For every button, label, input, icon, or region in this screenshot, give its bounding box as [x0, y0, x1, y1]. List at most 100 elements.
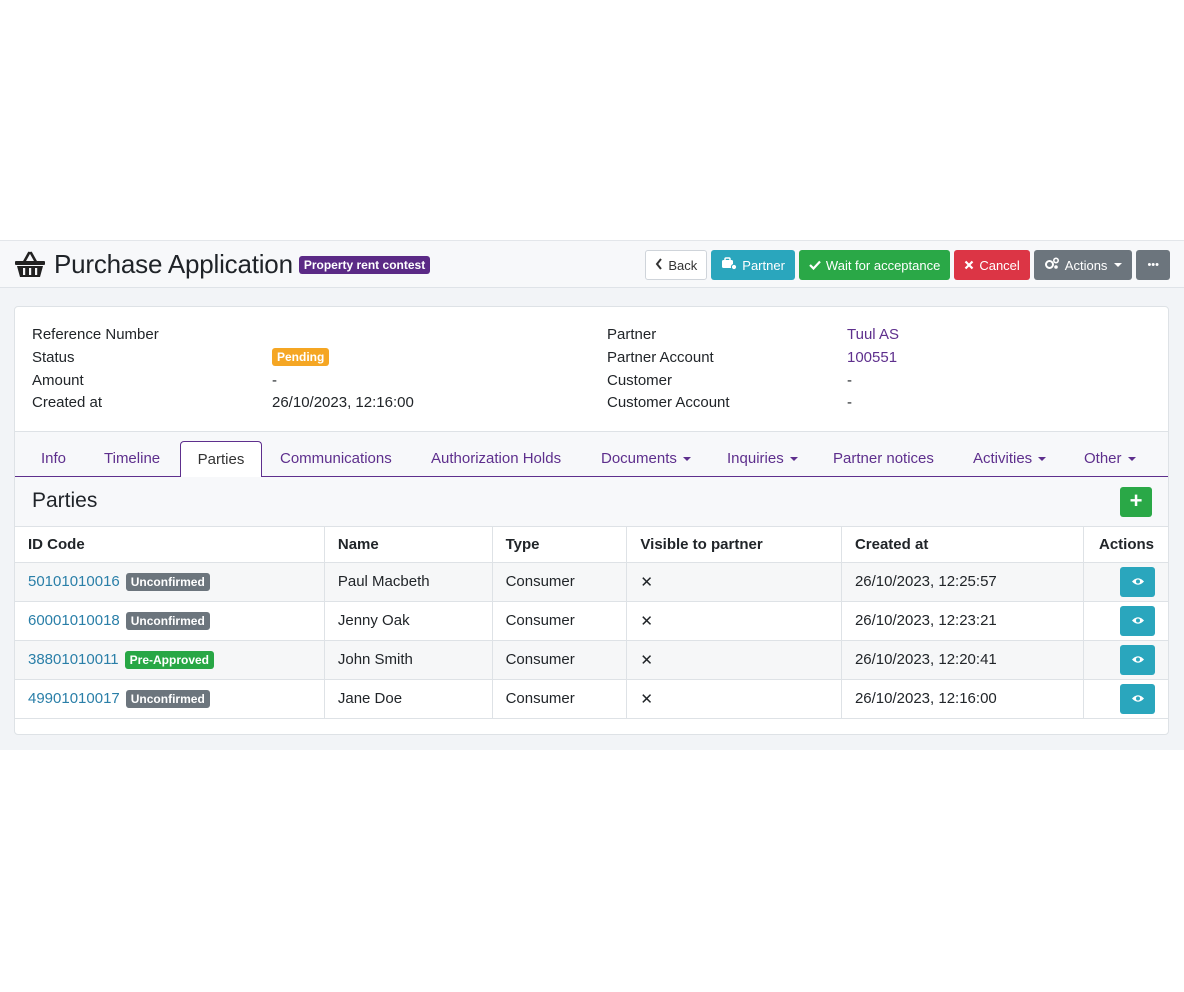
- id-code-link[interactable]: 60001010018: [28, 611, 120, 629]
- actions-cell: [1083, 679, 1168, 719]
- info-summary: Reference Number Status Pending Amount -…: [15, 307, 1168, 431]
- status-badge: Pending: [272, 348, 330, 366]
- id-code-link[interactable]: 50101010016: [28, 572, 120, 590]
- type-cell: Consumer: [492, 562, 628, 602]
- cross-icon: ✕: [640, 651, 653, 669]
- partner-button[interactable]: Partner: [711, 250, 795, 280]
- amount-label: Amount: [32, 372, 84, 389]
- partner-icon: [721, 257, 738, 273]
- visible-cell: ✕: [626, 562, 842, 602]
- id-code-link[interactable]: 49901010017: [28, 689, 120, 707]
- name-cell: Jane Doe: [324, 679, 493, 719]
- created-cell: 26/10/2023, 12:25:57: [841, 562, 1085, 602]
- tab-parties-label: Parties: [197, 450, 245, 468]
- tab-authorization-holds[interactable]: Authorization Holds: [419, 441, 573, 477]
- page-header: Purchase Application Property rent conte…: [0, 240, 1184, 288]
- id-code-link[interactable]: 38801010011: [28, 650, 119, 668]
- actions-cell: [1083, 640, 1168, 680]
- caret-down-icon: [789, 457, 798, 461]
- status-badge: Pre-Approved: [124, 650, 215, 669]
- column-header: Visible to partner: [626, 527, 842, 563]
- status-value-wrap: Pending: [272, 348, 330, 366]
- table-row: 60001010018 Unconfirmed Jenny Oak Consume…: [15, 601, 1168, 641]
- title-group: Purchase Application Property rent conte…: [14, 249, 431, 280]
- app-root: Purchase Application Property rent conte…: [0, 240, 1184, 750]
- close-icon: [964, 258, 974, 273]
- page-title: Purchase Application: [54, 249, 293, 279]
- chevron-left-icon: [655, 257, 663, 273]
- tab-authorization-holds-label: Authorization Holds: [431, 450, 562, 467]
- cancel-button[interactable]: Cancel: [954, 250, 1030, 280]
- back-button-label: Back: [668, 257, 698, 273]
- tab-timeline[interactable]: Timeline: [92, 441, 172, 477]
- tab-inquiries[interactable]: Inquiries: [715, 441, 810, 477]
- tab-info[interactable]: Info: [29, 441, 78, 477]
- wait-button-label: Wait for acceptance: [825, 257, 941, 273]
- partner-account-link[interactable]: 100551: [847, 349, 898, 366]
- gears-icon: [1044, 257, 1060, 273]
- tab-timeline-label: Timeline: [104, 450, 161, 467]
- header-toolbar: Back Partner Wait for acceptance Cancel: [645, 250, 1170, 280]
- more-options-button[interactable]: •••: [1136, 250, 1170, 280]
- status-badge: Unconfirmed: [125, 572, 210, 591]
- tab-info-label: Info: [41, 450, 67, 467]
- table-header-row: ID Code Name Type Visible to partner Cre…: [15, 527, 1168, 563]
- tab-partner-notices-label: Partner notices: [833, 450, 934, 467]
- actions-cell: [1083, 562, 1168, 602]
- actions-dropdown-button[interactable]: Actions: [1033, 250, 1133, 280]
- tab-communications[interactable]: Communications: [268, 441, 404, 477]
- tab-activities[interactable]: Activities: [961, 441, 1058, 477]
- wait-for-acceptance-button[interactable]: Wait for acceptance: [798, 250, 951, 280]
- caret-down-icon: [1127, 457, 1136, 461]
- table-row: 50101010016 Unconfirmed Paul Macbeth Cons…: [15, 562, 1168, 602]
- id-code-cell: 38801010011 Pre-Approved: [15, 640, 325, 680]
- eye-icon: [1131, 690, 1145, 707]
- status-badge: Unconfirmed: [125, 611, 210, 630]
- tab-communications-label: Communications: [280, 450, 392, 467]
- id-code-cell: 49901010017 Unconfirmed: [15, 679, 325, 719]
- type-cell: Consumer: [492, 601, 628, 641]
- view-button[interactable]: [1120, 566, 1155, 597]
- name-cell: John Smith: [324, 640, 493, 680]
- eye-icon: [1131, 612, 1145, 629]
- column-header: Type: [492, 527, 628, 563]
- column-header: Name: [324, 527, 493, 563]
- visible-cell: ✕: [626, 679, 842, 719]
- caret-down-icon: [1114, 263, 1123, 267]
- view-button[interactable]: [1120, 605, 1155, 636]
- created-at-label: Created at: [32, 394, 103, 411]
- name-cell: Jenny Oak: [324, 601, 493, 641]
- section-title: Parties: [32, 489, 98, 512]
- partner-link[interactable]: Tuul AS: [847, 326, 899, 343]
- add-party-button[interactable]: +: [1120, 487, 1152, 517]
- cancel-button-label: Cancel: [979, 257, 1020, 273]
- table-row: 49901010017 Unconfirmed Jane Doe Consumer…: [15, 679, 1168, 719]
- visible-cell: ✕: [626, 640, 842, 680]
- tab-other-label: Other: [1084, 450, 1122, 467]
- tab-partner-notices[interactable]: Partner notices: [821, 441, 946, 477]
- tab-other[interactable]: Other: [1072, 441, 1148, 477]
- created-cell: 26/10/2023, 12:20:41: [841, 640, 1085, 680]
- customer-label: Customer: [607, 372, 673, 389]
- visible-cell: ✕: [626, 601, 842, 641]
- type-cell: Consumer: [492, 640, 628, 680]
- partner-button-label: Partner: [742, 257, 785, 273]
- table-row: 38801010011 Pre-Approved John Smith Consu…: [15, 640, 1168, 680]
- caret-down-icon: [1038, 457, 1047, 461]
- parties-section-header: Parties +: [15, 477, 1168, 527]
- column-header: Created at: [841, 527, 1085, 563]
- id-code-cell: 50101010016 Unconfirmed: [15, 562, 325, 602]
- id-code-cell: 60001010018 Unconfirmed: [15, 601, 325, 641]
- view-button[interactable]: [1120, 683, 1155, 714]
- tab-documents[interactable]: Documents: [589, 441, 703, 477]
- view-button[interactable]: [1120, 644, 1155, 675]
- name-cell: Paul Macbeth: [324, 562, 493, 602]
- cross-icon: ✕: [640, 573, 653, 591]
- partner-account-label: Partner Account: [607, 349, 714, 366]
- amount-value: -: [272, 372, 277, 389]
- customer-account-value: -: [847, 394, 852, 411]
- status-label: Status: [32, 349, 75, 366]
- type-badge: Property rent contest: [298, 255, 431, 274]
- tab-parties[interactable]: Parties: [180, 441, 262, 478]
- back-button[interactable]: Back: [645, 250, 708, 280]
